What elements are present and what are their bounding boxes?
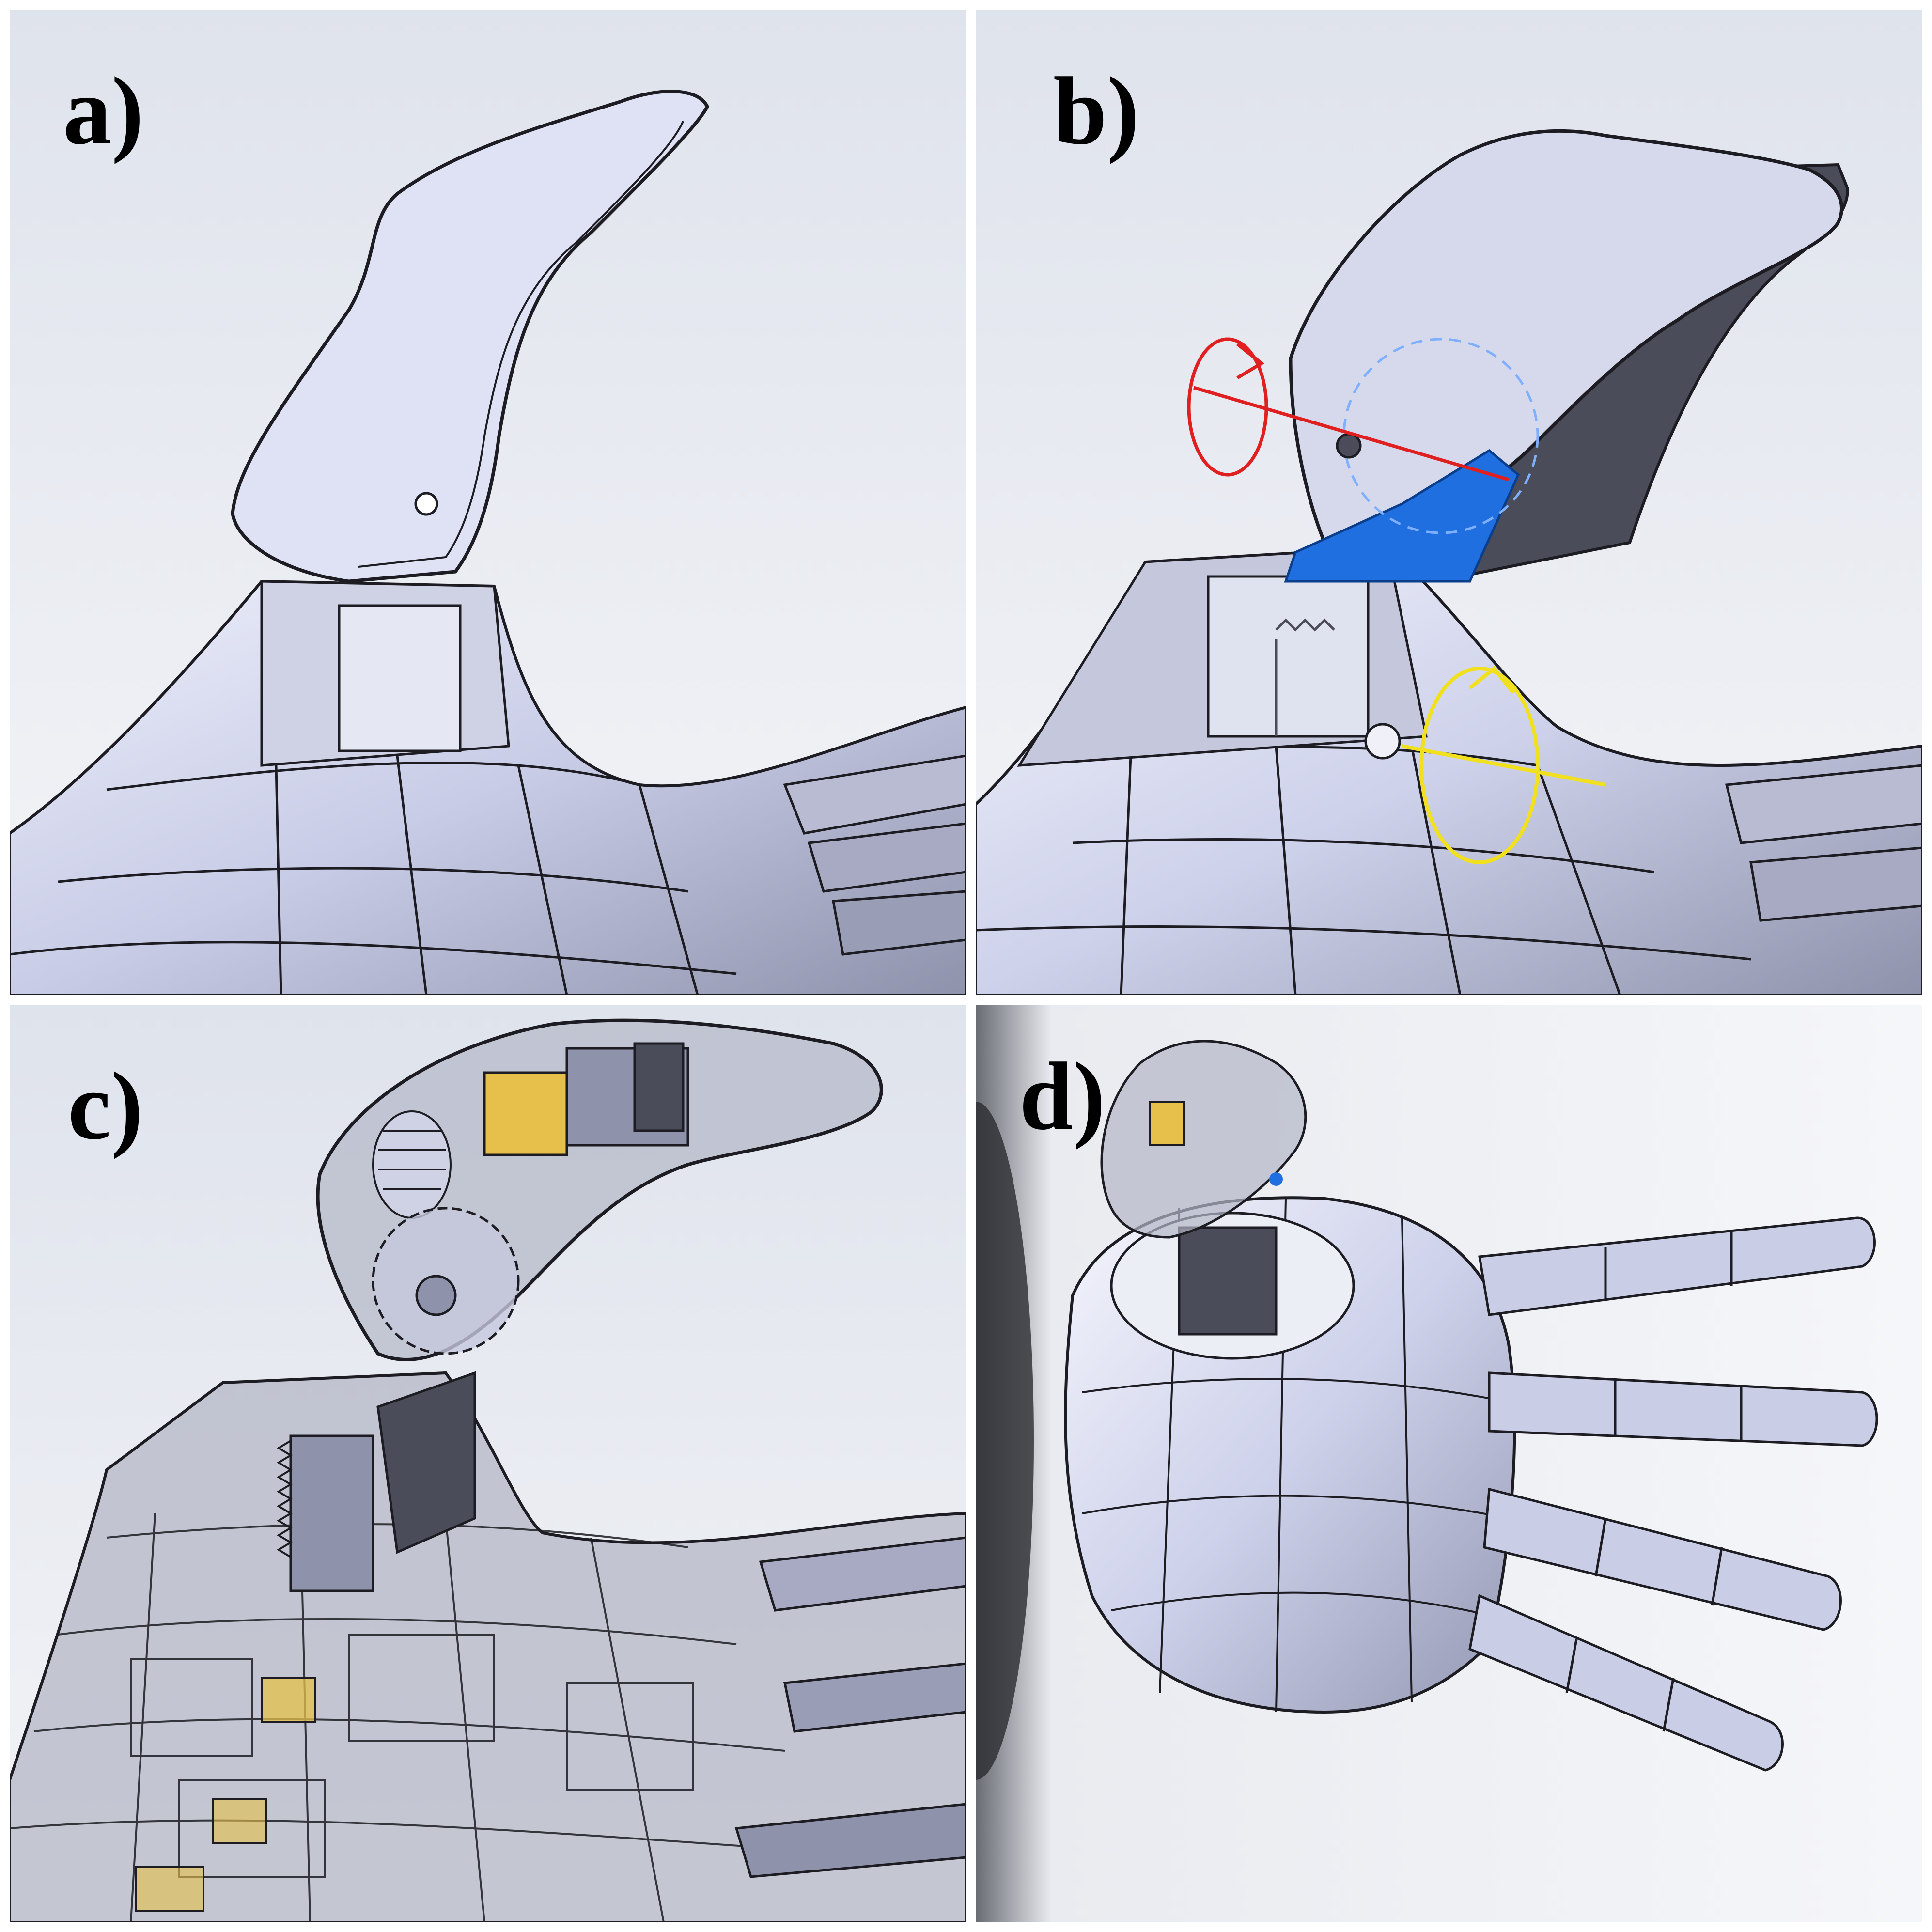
palm-motor-3 xyxy=(135,1866,204,1912)
base-gear xyxy=(1275,618,1335,736)
rotation-arrow-icon xyxy=(1468,666,1515,694)
thumb-motor xyxy=(1149,1101,1185,1146)
thumb-base-block xyxy=(1178,1226,1278,1336)
palm-body-translucent xyxy=(10,1371,966,1922)
panel-d-illustration xyxy=(976,1005,1922,1922)
thumb-gear-outline xyxy=(1342,338,1539,534)
base-rotation-axis xyxy=(1402,666,1606,864)
fingers xyxy=(1468,1216,1878,1772)
thumb-base-block xyxy=(1207,575,1370,738)
panel-label-a: a) xyxy=(63,58,144,165)
thumb-pivot-shaft xyxy=(415,1275,457,1316)
finger-joints xyxy=(734,1536,966,1878)
palm-motor-2 xyxy=(212,1798,267,1844)
panel-c-illustration xyxy=(10,1005,966,1922)
panel-a: a) xyxy=(10,10,966,995)
panel-b-illustration xyxy=(976,10,1922,995)
panel-label-b: b) xyxy=(1053,58,1139,165)
rotation-arrow-icon xyxy=(1236,343,1265,380)
palm-body xyxy=(10,579,966,995)
panel-a-illustration xyxy=(10,10,966,995)
shadow xyxy=(976,1102,1034,1780)
panel-label-c: c) xyxy=(68,1053,143,1160)
thumb-segment-translucent xyxy=(1100,1040,1307,1239)
worm-gear xyxy=(372,1110,452,1219)
thumb-gear-highlighted xyxy=(1284,449,1520,583)
finger-middle xyxy=(1488,1371,1878,1447)
finger-joints xyxy=(783,754,966,956)
base-rack-gear xyxy=(277,1434,374,1592)
finger-index xyxy=(1478,1216,1876,1316)
panel-label-d: d) xyxy=(1019,1043,1106,1150)
panel-d: d) xyxy=(976,1005,1922,1922)
thumb-motor xyxy=(483,1042,689,1156)
thumb-base-block xyxy=(338,604,462,752)
thumb-segment xyxy=(1289,129,1843,545)
panel-c: c) xyxy=(10,1005,966,1922)
palm-motor-1 xyxy=(261,1677,316,1723)
finger-ring xyxy=(1483,1487,1842,1631)
thumb-inner-edge xyxy=(358,121,684,568)
base-pivot-pin xyxy=(1364,723,1401,760)
thumb-pivot-hole xyxy=(414,492,438,516)
thumb-pivot-marker xyxy=(1269,1172,1283,1186)
thumb-connector-dark xyxy=(376,1371,476,1554)
thumb-segment xyxy=(231,90,709,583)
thumb-rotation-axis xyxy=(1187,337,1509,482)
internal-wireframe xyxy=(10,1508,834,1922)
finger-little xyxy=(1468,1594,1784,1772)
thumb-pivot-hole xyxy=(1336,433,1362,459)
panel-b: b) xyxy=(976,10,1922,995)
palm-surface-lines xyxy=(10,755,737,995)
finger-joints xyxy=(1725,764,1922,922)
